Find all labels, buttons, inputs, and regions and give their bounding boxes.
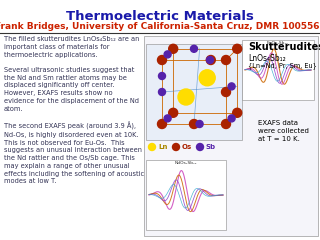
Text: Ln: Ln bbox=[158, 144, 167, 150]
Circle shape bbox=[221, 55, 230, 65]
Circle shape bbox=[178, 89, 194, 105]
Text: Os: Os bbox=[182, 144, 192, 150]
Circle shape bbox=[196, 120, 203, 127]
Bar bbox=[144, 36, 318, 236]
Text: Skutterudites: Skutterudites bbox=[248, 42, 320, 52]
Text: Sb: Sb bbox=[206, 144, 216, 150]
Bar bbox=[242, 40, 314, 100]
Circle shape bbox=[190, 45, 197, 52]
Circle shape bbox=[158, 72, 165, 79]
Text: EXAFS data
were collected
at T = 10 K.: EXAFS data were collected at T = 10 K. bbox=[258, 120, 309, 142]
Circle shape bbox=[158, 89, 165, 96]
Circle shape bbox=[221, 88, 230, 96]
Text: LnOs₄Sb₁₂: LnOs₄Sb₁₂ bbox=[248, 54, 286, 63]
Circle shape bbox=[148, 144, 156, 150]
Circle shape bbox=[164, 51, 171, 58]
Circle shape bbox=[206, 56, 213, 64]
Text: EuOs₄Sb₁₂: EuOs₄Sb₁₂ bbox=[267, 41, 289, 45]
Text: Frank Bridges, University of California-Santa Cruz, DMR 1005568: Frank Bridges, University of California-… bbox=[0, 22, 320, 31]
Circle shape bbox=[172, 144, 180, 150]
Circle shape bbox=[221, 120, 230, 128]
Circle shape bbox=[189, 120, 198, 128]
Bar bbox=[146, 44, 242, 140]
Circle shape bbox=[199, 70, 215, 86]
Circle shape bbox=[228, 83, 235, 90]
Circle shape bbox=[206, 55, 215, 65]
Text: Thermoelectric Materials: Thermoelectric Materials bbox=[66, 10, 254, 23]
Circle shape bbox=[233, 108, 242, 117]
Circle shape bbox=[169, 108, 178, 117]
Circle shape bbox=[157, 120, 166, 128]
Text: The filled skutterudites LnOs₄Sb₁₂ are an
important class of materials for
therm: The filled skutterudites LnOs₄Sb₁₂ are a… bbox=[4, 36, 144, 184]
Text: {Ln=Nd, Pr, Sm, Eu}: {Ln=Nd, Pr, Sm, Eu} bbox=[248, 62, 317, 69]
Circle shape bbox=[164, 115, 171, 122]
Circle shape bbox=[169, 44, 178, 53]
Circle shape bbox=[196, 144, 204, 150]
Text: NdOs₄Sb₁₂: NdOs₄Sb₁₂ bbox=[175, 161, 197, 165]
Circle shape bbox=[228, 115, 235, 122]
Circle shape bbox=[233, 44, 242, 53]
Circle shape bbox=[157, 55, 166, 65]
Bar bbox=[146, 160, 226, 230]
